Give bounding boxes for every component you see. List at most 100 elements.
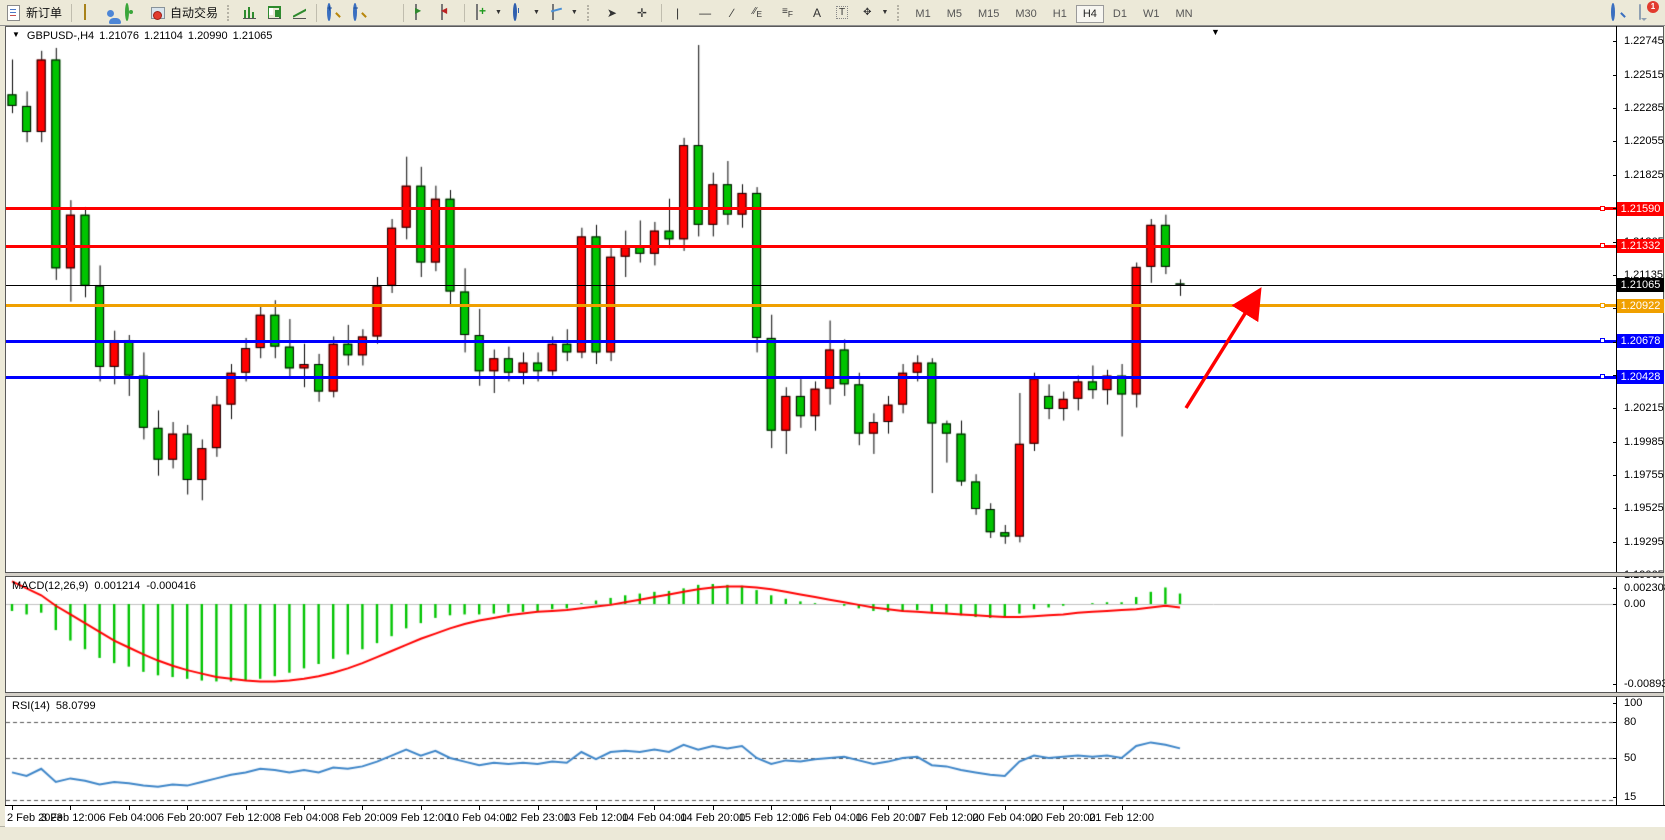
price-tick-label: 1.19755 bbox=[1624, 469, 1664, 481]
community-button[interactable] bbox=[102, 7, 119, 19]
timeframe-w1[interactable]: W1 bbox=[1136, 5, 1167, 23]
zoom-out-button[interactable]: − bbox=[347, 3, 373, 23]
bar-chart-button[interactable] bbox=[237, 2, 262, 23]
time-axis[interactable]: 2 Feb 20233 Feb 12:006 Feb 04:006 Feb 20… bbox=[5, 805, 1665, 827]
level-price-badge: 1.21332 bbox=[1617, 239, 1664, 253]
text-tool-button[interactable]: A bbox=[803, 4, 831, 22]
time-axis-label: 21 Feb 12:00 bbox=[1089, 812, 1154, 824]
rsi-pane-canvas[interactable] bbox=[6, 696, 1616, 805]
time-tick-mark bbox=[421, 806, 422, 810]
chart-shift-marker-icon[interactable]: ▼ bbox=[1211, 27, 1220, 37]
price-axis-line bbox=[1616, 26, 1617, 806]
zoom-in-button[interactable]: + bbox=[321, 3, 347, 23]
notifications-button[interactable]: 1 bbox=[1639, 5, 1655, 21]
signals-button[interactable] bbox=[119, 3, 145, 23]
price-tick-label: 1.19525 bbox=[1624, 502, 1664, 514]
crosshair-button[interactable]: ✛ bbox=[627, 4, 657, 22]
trendline-icon: ∕ bbox=[726, 6, 738, 20]
level-line[interactable] bbox=[6, 340, 1616, 343]
auto-scroll-icon bbox=[415, 4, 417, 20]
time-axis-label: 8 Feb 04:00 bbox=[275, 812, 334, 824]
current-price-line bbox=[6, 285, 1616, 286]
level-line[interactable] bbox=[6, 304, 1616, 307]
autotrading-button[interactable]: 自动交易 bbox=[145, 2, 223, 23]
mql-editor-button[interactable] bbox=[76, 3, 102, 23]
timeframe-m1[interactable]: M1 bbox=[908, 5, 937, 23]
level-line-handle[interactable] bbox=[1600, 243, 1605, 248]
time-tick-mark bbox=[1005, 806, 1006, 810]
time-tick-mark bbox=[654, 806, 655, 810]
time-tick-mark bbox=[1122, 806, 1123, 810]
timeframe-m15[interactable]: M15 bbox=[971, 5, 1006, 23]
level-line[interactable] bbox=[6, 207, 1616, 210]
macd-axis-label: 0.002308 bbox=[1624, 582, 1665, 594]
ohlc-low: 1.20990 bbox=[188, 30, 228, 42]
level-price-badge: 1.20428 bbox=[1617, 370, 1664, 384]
new-order-button[interactable]: 新订单 bbox=[0, 2, 67, 23]
pane-splitter[interactable] bbox=[5, 692, 1664, 697]
price-chart-canvas[interactable] bbox=[6, 28, 1616, 573]
toolbar-grip bbox=[227, 5, 233, 21]
timeframe-m30[interactable]: M30 bbox=[1008, 5, 1043, 23]
label-tool-button[interactable]: T bbox=[831, 4, 853, 21]
timeframe-h1[interactable]: H1 bbox=[1046, 5, 1074, 23]
arrows-tool-icon: ✥ bbox=[858, 7, 876, 18]
divider bbox=[71, 4, 72, 22]
macd-label: MACD(12,26,9) 0.001214 -0.000416 bbox=[12, 580, 196, 592]
cursor-icon: ➤ bbox=[602, 6, 622, 20]
macd-pane-canvas[interactable] bbox=[6, 576, 1616, 692]
time-tick-mark bbox=[304, 806, 305, 810]
time-axis-label: 9 Feb 12:00 bbox=[391, 812, 450, 824]
dropdown-arrow-icon: ▼ bbox=[881, 9, 888, 16]
pane-splitter[interactable] bbox=[5, 572, 1664, 577]
level-line-handle[interactable] bbox=[1600, 206, 1605, 211]
arrows-tool-button[interactable]: ✥ ▼ bbox=[853, 5, 893, 20]
ohlc-high: 1.21104 bbox=[144, 30, 183, 42]
line-chart-icon bbox=[293, 6, 306, 19]
timeframe-m5[interactable]: M5 bbox=[940, 5, 969, 23]
time-tick-mark bbox=[187, 806, 188, 810]
templates-button[interactable]: ▼ bbox=[545, 3, 583, 23]
fibonacci-icon: ≡F bbox=[777, 6, 798, 19]
timeframe-d1[interactable]: D1 bbox=[1106, 5, 1134, 23]
trend-arrow-annotation[interactable] bbox=[1174, 284, 1268, 420]
time-axis-label: 13 Feb 12:00 bbox=[564, 812, 629, 824]
time-tick-mark bbox=[12, 806, 13, 810]
time-tick-mark bbox=[362, 806, 363, 810]
symbol-info-row[interactable]: ▼ GBPUSD-,H4 1.21076 1.21104 1.20990 1.2… bbox=[12, 30, 272, 42]
trendline-button[interactable]: ∕ bbox=[721, 4, 743, 22]
new-order-icon bbox=[7, 5, 20, 21]
tile-windows-button[interactable] bbox=[373, 3, 399, 23]
bottom-scrollbar[interactable] bbox=[0, 826, 1665, 840]
time-axis-label: 14 Feb 04:00 bbox=[622, 812, 687, 824]
search-button[interactable] bbox=[1611, 5, 1627, 21]
level-line-handle[interactable] bbox=[1600, 338, 1605, 343]
periods-button[interactable]: ▼ bbox=[507, 3, 545, 23]
time-tick-mark bbox=[596, 806, 597, 810]
time-axis-label: 10 Feb 04:00 bbox=[447, 812, 512, 824]
candlestick-button[interactable] bbox=[262, 2, 287, 23]
vertical-line-button[interactable]: | bbox=[666, 4, 689, 22]
macd-axis-label: -0.008939 bbox=[1624, 678, 1665, 690]
time-axis-label: 3 Feb 12:00 bbox=[41, 812, 100, 824]
timeframe-h4[interactable]: H4 bbox=[1076, 5, 1104, 23]
auto-scroll-button[interactable] bbox=[408, 3, 434, 23]
new-chart-button[interactable]: ▼ bbox=[469, 3, 507, 23]
timeframe-mn[interactable]: MN bbox=[1168, 5, 1199, 23]
level-line[interactable] bbox=[6, 376, 1616, 379]
macd-name: MACD(12,26,9) bbox=[12, 580, 88, 592]
time-tick-mark bbox=[946, 806, 947, 810]
fibonacci-button[interactable]: ≡F bbox=[772, 4, 803, 21]
chart-shift-button[interactable] bbox=[434, 3, 460, 23]
time-axis-label: 17 Feb 12:00 bbox=[914, 812, 979, 824]
rsi-axis-label: 100 bbox=[1624, 697, 1642, 709]
horizontal-line-button[interactable]: — bbox=[689, 4, 721, 22]
level-line[interactable] bbox=[6, 245, 1616, 248]
equidistant-channel-button[interactable]: ∕∕E bbox=[743, 4, 772, 21]
level-line-handle[interactable] bbox=[1600, 303, 1605, 308]
divider bbox=[661, 4, 662, 22]
level-line-handle[interactable] bbox=[1600, 374, 1605, 379]
line-chart-button[interactable] bbox=[287, 2, 312, 23]
cursor-button[interactable]: ➤ bbox=[597, 4, 627, 22]
time-tick-mark bbox=[246, 806, 247, 810]
